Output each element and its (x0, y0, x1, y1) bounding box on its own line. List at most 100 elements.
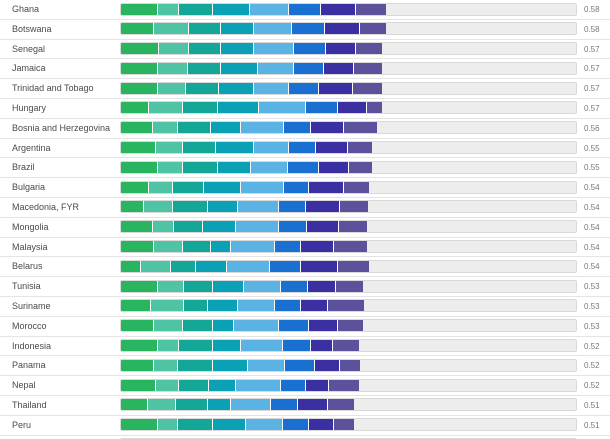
bar-segment[interactable] (178, 359, 214, 371)
bar-segment[interactable] (314, 359, 340, 371)
bar-segment[interactable] (158, 419, 179, 431)
bar-segment[interactable] (275, 241, 301, 253)
bar-segment[interactable] (158, 43, 190, 55)
bar-segment[interactable] (179, 340, 213, 352)
bar-segment[interactable] (338, 260, 369, 272)
bar-segment[interactable] (207, 201, 238, 213)
stacked-bar[interactable] (121, 142, 373, 154)
bar-segment[interactable] (327, 399, 355, 411)
bar-segment[interactable] (343, 122, 377, 134)
bar-segment[interactable] (282, 340, 311, 352)
bar-segment[interactable] (306, 379, 329, 391)
stacked-bar[interactable] (121, 260, 369, 272)
bar-segment[interactable] (284, 122, 312, 134)
stacked-bar[interactable] (121, 161, 373, 173)
bar-segment[interactable] (175, 399, 208, 411)
bar-segment[interactable] (237, 201, 280, 213)
bar-segment[interactable] (240, 340, 283, 352)
bar-segment[interactable] (333, 340, 359, 352)
bar-segment[interactable] (334, 419, 355, 431)
bar-segment[interactable] (307, 221, 340, 233)
bar-segment[interactable] (158, 161, 184, 173)
bar-segment[interactable] (173, 181, 205, 193)
bar-segment[interactable] (243, 280, 281, 292)
bar-segment[interactable] (289, 142, 317, 154)
bar-segment[interactable] (344, 181, 369, 193)
bar-segment[interactable] (284, 359, 315, 371)
bar-segment[interactable] (348, 142, 373, 154)
bar-segment[interactable] (221, 62, 259, 74)
bar-segment[interactable] (300, 241, 335, 253)
stacked-bar[interactable] (121, 82, 382, 94)
bar-segment[interactable] (121, 221, 153, 233)
bar-segment[interactable] (188, 62, 222, 74)
bar-segment[interactable] (311, 122, 344, 134)
stacked-bar[interactable] (121, 419, 355, 431)
bar-segment[interactable] (151, 300, 185, 312)
bar-segment[interactable] (226, 260, 271, 272)
bar-segment[interactable] (306, 201, 340, 213)
stacked-bar[interactable] (121, 241, 368, 253)
bar-segment[interactable] (174, 221, 203, 233)
bar-segment[interactable] (328, 379, 360, 391)
bar-segment[interactable] (196, 260, 227, 272)
bar-segment[interactable] (230, 241, 276, 253)
bar-segment[interactable] (158, 3, 180, 15)
bar-segment[interactable] (211, 122, 242, 134)
bar-segment[interactable] (121, 260, 142, 272)
bar-segment[interactable] (258, 62, 295, 74)
bar-segment[interactable] (353, 82, 382, 94)
bar-segment[interactable] (185, 82, 219, 94)
bar-segment[interactable] (121, 181, 149, 193)
bar-segment[interactable] (288, 3, 321, 15)
bar-segment[interactable] (278, 320, 309, 332)
stacked-bar[interactable] (121, 181, 369, 193)
bar-segment[interactable] (280, 379, 307, 391)
bar-segment[interactable] (153, 320, 183, 332)
bar-segment[interactable] (212, 3, 250, 15)
bar-segment[interactable] (284, 181, 310, 193)
bar-segment[interactable] (259, 102, 307, 114)
bar-segment[interactable] (328, 300, 364, 312)
bar-segment[interactable] (355, 3, 387, 15)
bar-segment[interactable] (121, 82, 159, 94)
bar-segment[interactable] (338, 102, 367, 114)
bar-segment[interactable] (212, 280, 244, 292)
bar-segment[interactable] (306, 102, 339, 114)
bar-segment[interactable] (319, 82, 354, 94)
bar-segment[interactable] (121, 340, 159, 352)
bar-segment[interactable] (289, 82, 320, 94)
bar-segment[interactable] (307, 280, 336, 292)
stacked-bar[interactable] (121, 379, 360, 391)
bar-segment[interactable] (189, 43, 222, 55)
bar-segment[interactable] (249, 3, 289, 15)
bar-segment[interactable] (189, 23, 222, 35)
stacked-bar[interactable] (121, 201, 368, 213)
bar-segment[interactable] (121, 3, 159, 15)
bar-segment[interactable] (359, 23, 386, 35)
bar-segment[interactable] (121, 122, 153, 134)
stacked-bar[interactable] (121, 122, 377, 134)
bar-segment[interactable] (212, 340, 241, 352)
bar-segment[interactable] (294, 43, 327, 55)
bar-segment[interactable] (152, 122, 179, 134)
stacked-bar[interactable] (121, 399, 355, 411)
bar-segment[interactable] (334, 241, 368, 253)
bar-segment[interactable] (235, 221, 279, 233)
bar-segment[interactable] (204, 181, 242, 193)
bar-segment[interactable] (182, 320, 213, 332)
bar-segment[interactable] (278, 221, 308, 233)
bar-segment[interactable] (121, 23, 154, 35)
bar-segment[interactable] (182, 102, 218, 114)
bar-segment[interactable] (288, 161, 320, 173)
bar-segment[interactable] (241, 181, 285, 193)
bar-segment[interactable] (156, 142, 184, 154)
stacked-bar[interactable] (121, 320, 363, 332)
bar-segment[interactable] (183, 161, 219, 173)
bar-segment[interactable] (209, 379, 237, 391)
stacked-bar[interactable] (121, 221, 368, 233)
bar-segment[interactable] (121, 399, 148, 411)
bar-segment[interactable] (212, 320, 234, 332)
bar-segment[interactable] (148, 102, 183, 114)
bar-segment[interactable] (183, 142, 217, 154)
